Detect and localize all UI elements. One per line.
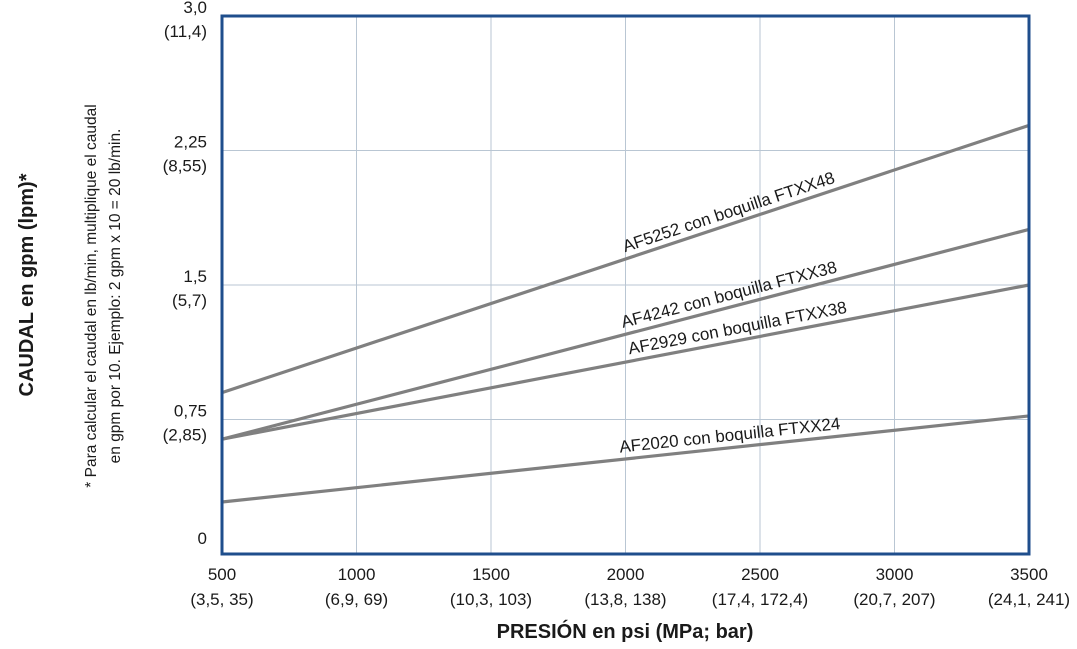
series-line [221,227,1030,441]
x-tick-label: 2500 [741,565,779,584]
x-tick-label: 3500 [1010,565,1048,584]
x-tick-label: 500 [208,565,236,584]
x-tick-label: 2000 [607,565,645,584]
x-tick-sublabel: (24,1, 241) [988,590,1070,609]
y-tick-label: 2,25 [174,133,207,152]
x-tick-sublabel: (17,4, 172,4) [712,590,808,609]
y-tick-sublabel: (5,7) [172,291,207,310]
y-tick-label: 0,75 [174,402,207,421]
footnote-line-1: * Para calcular el caudal en lb/min, mul… [83,104,100,487]
y-tick-sublabel: (2,85) [163,426,207,445]
x-tick-sublabel: (20,7, 207) [853,590,935,609]
series-line [221,283,1030,441]
x-tick-sublabel: (6,9, 69) [325,590,388,609]
x-tick-label: 3000 [876,565,914,584]
y-axis-ticks: 0 0,75 (2,85) 1,5 (5,7) 2,25 (8,55) 3,0 (11,4) [163,0,207,548]
x-tick-sublabel: (10,3, 103) [450,590,532,609]
grid-lines [222,16,1029,554]
x-tick-sublabel: (3,5, 35) [190,590,253,609]
y-tick-sublabel: (8,55) [163,157,207,176]
series-label: AF5252 con boquilla FTXX48 [620,168,837,256]
series-lines [221,123,1030,504]
x-tick-sublabel: (13,8, 138) [584,590,666,609]
x-tick-label: 1500 [472,565,510,584]
y-tick-label: 0 [198,529,207,548]
x-axis-title: PRESIÓN en psi (MPa; bar) [497,619,754,643]
y-tick-sublabel: (11,4) [164,22,207,41]
x-axis-ticks: 500 (3,5, 35) 1000 (6,9, 69) 1500 (10,3, 103)… [190,565,1070,609]
y-axis-title: CAUDAL en gpm (lpm)* [16,173,38,396]
footnote-line-2: en gpm por 10. Ejemplo: 2 gpm x 10 = 20 … [107,129,124,464]
plot-frame [220,14,1031,556]
y-tick-label: 3,0 [183,0,207,17]
x-tick-label: 1000 [338,565,376,584]
series-line [221,414,1030,504]
y-tick-label: 1,5 [183,267,207,286]
series-line [221,123,1030,395]
series-label: AF2020 con boquilla FTXX24 [618,414,841,456]
